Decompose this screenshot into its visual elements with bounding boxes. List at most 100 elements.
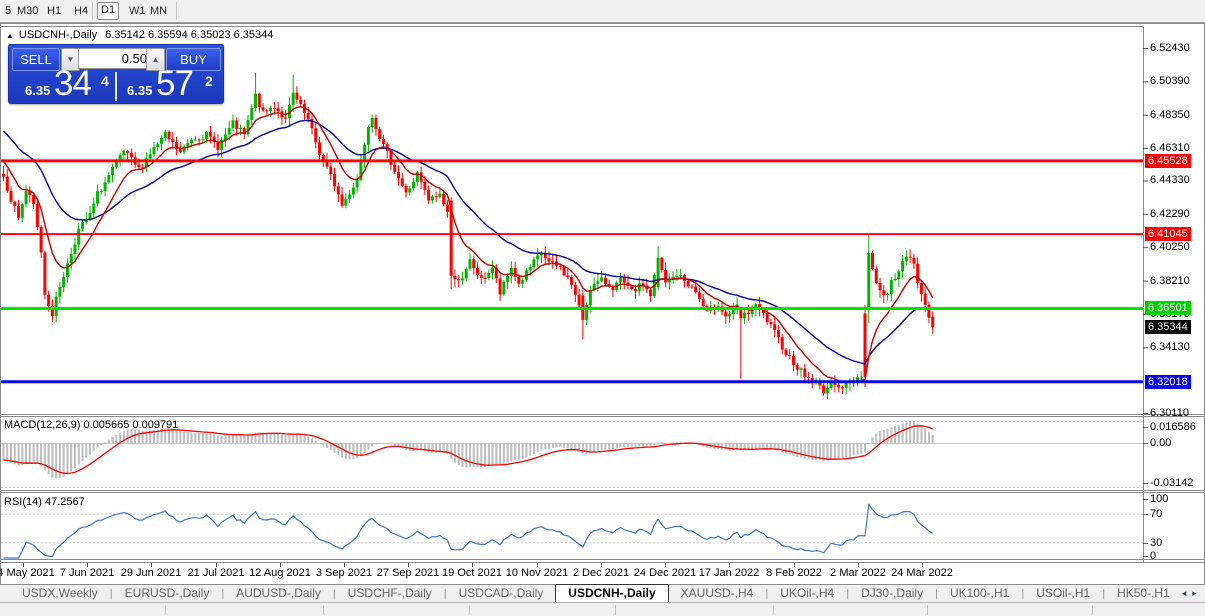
tab-eurusd-daily[interactable]: EURUSD-,Daily xyxy=(124,586,210,600)
date-label: 7 Jun 2021 xyxy=(59,567,115,579)
price-axis-label: 6.34130 xyxy=(1150,341,1190,354)
sell-price[interactable]: 6.35 34 4 xyxy=(9,64,115,103)
symbol-header: ▲ USDCNH-,Daily 6.35142 6.35594 6.35023 6.… xyxy=(6,29,273,41)
statusbar-separator xyxy=(927,605,928,615)
timeframe-toolbar: 5 M30 H1 H4 D1 W1 MN xyxy=(0,0,1205,23)
price-badge: 6.35344 xyxy=(1145,320,1191,335)
tab-scroll-right-icon[interactable]: ▸ xyxy=(1192,588,1203,598)
price-axis-label: 6.52430 xyxy=(1150,42,1190,54)
price-axis-label: 6.46310 xyxy=(1150,142,1190,155)
tab-separator: | xyxy=(1102,587,1106,600)
chevron-up-icon: ▲ xyxy=(151,55,160,64)
statusbar-separator xyxy=(615,605,616,615)
timeframe-button-5[interactable]: 5 xyxy=(5,5,12,17)
date-label: 2 Mar 2022 xyxy=(830,567,886,579)
timeframe-button-h4[interactable]: H4 xyxy=(74,5,89,17)
tab-scroll-left-icon[interactable]: ◂ xyxy=(1181,588,1193,598)
rsi-axis-label: 100 xyxy=(1150,493,1169,505)
tab-separator: | xyxy=(332,587,336,600)
macd-axis-label: -0.03142 xyxy=(1150,477,1194,489)
tab-dj30-daily[interactable]: DJ30-,Daily xyxy=(861,586,924,600)
macd-axis-label: 0.00 xyxy=(1150,437,1172,449)
rsi-axis-label: 0 xyxy=(1150,550,1157,562)
macd-label: MACD(12,26,9) 0.005665 0.009791 xyxy=(4,419,179,431)
price-badge: 6.41045 xyxy=(1145,227,1191,242)
timeframe-button-d1[interactable]: D1 xyxy=(97,2,120,20)
price-axis-label: 6.38210 xyxy=(1150,274,1190,287)
chevron-down-icon: ▼ xyxy=(66,55,75,64)
rsi-axis-label: 70 xyxy=(1150,508,1163,520)
date-label: 8 Feb 2022 xyxy=(766,567,822,579)
macd-axis-label: 0.016586 xyxy=(1150,421,1196,433)
tab-separator: | xyxy=(765,587,769,600)
toolbar-separator xyxy=(92,2,93,20)
tab-ukoil-h4[interactable]: UKOil-,H4 xyxy=(780,586,835,600)
symbol-title: USDCNH-,Daily xyxy=(18,29,98,41)
tab-separator: | xyxy=(443,587,447,600)
price-axis-label: 6.44330 xyxy=(1150,174,1190,187)
sell-price-prefix: 6.35 xyxy=(25,83,51,98)
buy-price-prefix: 6.35 xyxy=(127,83,153,98)
date-label: 24 Mar 2022 xyxy=(891,567,953,579)
buy-price[interactable]: 6.35 57 2 xyxy=(117,64,223,103)
date-label: 10 Nov 2021 xyxy=(505,567,569,579)
chart-tab-bar: USDX,Weekly | EURUSD-,Daily | AUDUSD-,Daily |… xyxy=(0,583,1205,603)
tab-hk50-h1[interactable]: HK50-,H1 xyxy=(1117,586,1170,600)
price-badge: 6.36501 xyxy=(1145,301,1191,316)
date-label: 14 May 2021 xyxy=(0,567,55,579)
date-label: 21 Jul 2021 xyxy=(187,567,245,579)
price-badge: 6.32018 xyxy=(1145,374,1191,389)
status-bar xyxy=(0,602,1205,616)
price-axis-label: 6.42290 xyxy=(1150,207,1190,220)
buy-price-pip: 2 xyxy=(205,73,213,89)
buy-button[interactable]: BUY xyxy=(166,48,221,71)
date-label: 17 Jan 2022 xyxy=(698,567,760,579)
tab-audusd-daily[interactable]: AUDUSD-,Daily xyxy=(236,586,321,600)
statusbar-separator xyxy=(165,605,166,615)
date-label: 12 Aug 2021 xyxy=(249,567,311,579)
tab-separator: | xyxy=(109,587,113,600)
toolbar-separator xyxy=(176,2,177,20)
trade-panel: SELL ▼ 0.50 ▲ BUY 6.35 34 4 6.35 57 2 xyxy=(8,44,224,104)
tab-uk100-h1[interactable]: UK100-,H1 xyxy=(949,586,1010,600)
tab-separator: | xyxy=(846,587,850,600)
price-divider xyxy=(115,72,117,101)
tab-separator: | xyxy=(935,587,938,600)
statusbar-separator xyxy=(469,605,470,615)
price-axis-label: 6.48350 xyxy=(1150,108,1190,121)
collapse-icon[interactable]: ▲ xyxy=(6,31,14,40)
tab-usdcnh-daily[interactable]: USDCNH-,Daily xyxy=(555,583,669,603)
chart-window xyxy=(0,23,1205,585)
sell-price-main: 34 xyxy=(54,64,92,103)
timeframe-button-mn[interactable]: MN xyxy=(150,5,168,17)
date-label: 24 Dec 2021 xyxy=(633,567,697,579)
statusbar-separator xyxy=(323,605,324,615)
ohlc-values: 6.35142 6.35594 6.35023 6.35344 xyxy=(105,29,274,41)
timeframe-button-w1[interactable]: W1 xyxy=(129,5,146,17)
timeframe-button-h1[interactable]: H1 xyxy=(47,5,62,17)
date-label: 27 Sep 2021 xyxy=(376,567,440,579)
statusbar-separator xyxy=(1092,605,1093,615)
date-label: 3 Sep 2021 xyxy=(315,567,373,579)
buy-price-main: 57 xyxy=(156,64,194,103)
price-axis-label: 6.30110 xyxy=(1150,406,1189,419)
price-badge: 6.45528 xyxy=(1145,153,1191,168)
date-label: 2 Dec 2021 xyxy=(572,567,630,579)
tab-usoil-h1[interactable]: USOil-,H1 xyxy=(1036,586,1091,600)
volume-input[interactable]: 0.50 xyxy=(78,48,152,69)
tab-usdx-weekly[interactable]: USDX,Weekly xyxy=(22,586,98,600)
statusbar-separator xyxy=(773,605,774,615)
tab-separator: | xyxy=(1021,587,1025,600)
price-axis-label: 6.40250 xyxy=(1150,241,1190,254)
tab-usdchf-daily[interactable]: USDCHF-,Daily xyxy=(347,586,432,600)
tab-separator: | xyxy=(221,587,225,600)
date-label: 29 Jun 2021 xyxy=(120,567,182,579)
date-label: 19 Oct 2021 xyxy=(442,567,502,579)
timeframe-button-m30[interactable]: M30 xyxy=(17,5,39,17)
sell-button[interactable]: SELL xyxy=(12,48,60,71)
tab-xauusd-h4[interactable]: XAUUSD-,H4 xyxy=(680,586,754,600)
price-axis-label: 6.50390 xyxy=(1150,75,1190,88)
volume-increase-button[interactable]: ▲ xyxy=(146,48,165,71)
tab-usdcad-daily[interactable]: USDCAD-,Daily xyxy=(458,586,544,600)
